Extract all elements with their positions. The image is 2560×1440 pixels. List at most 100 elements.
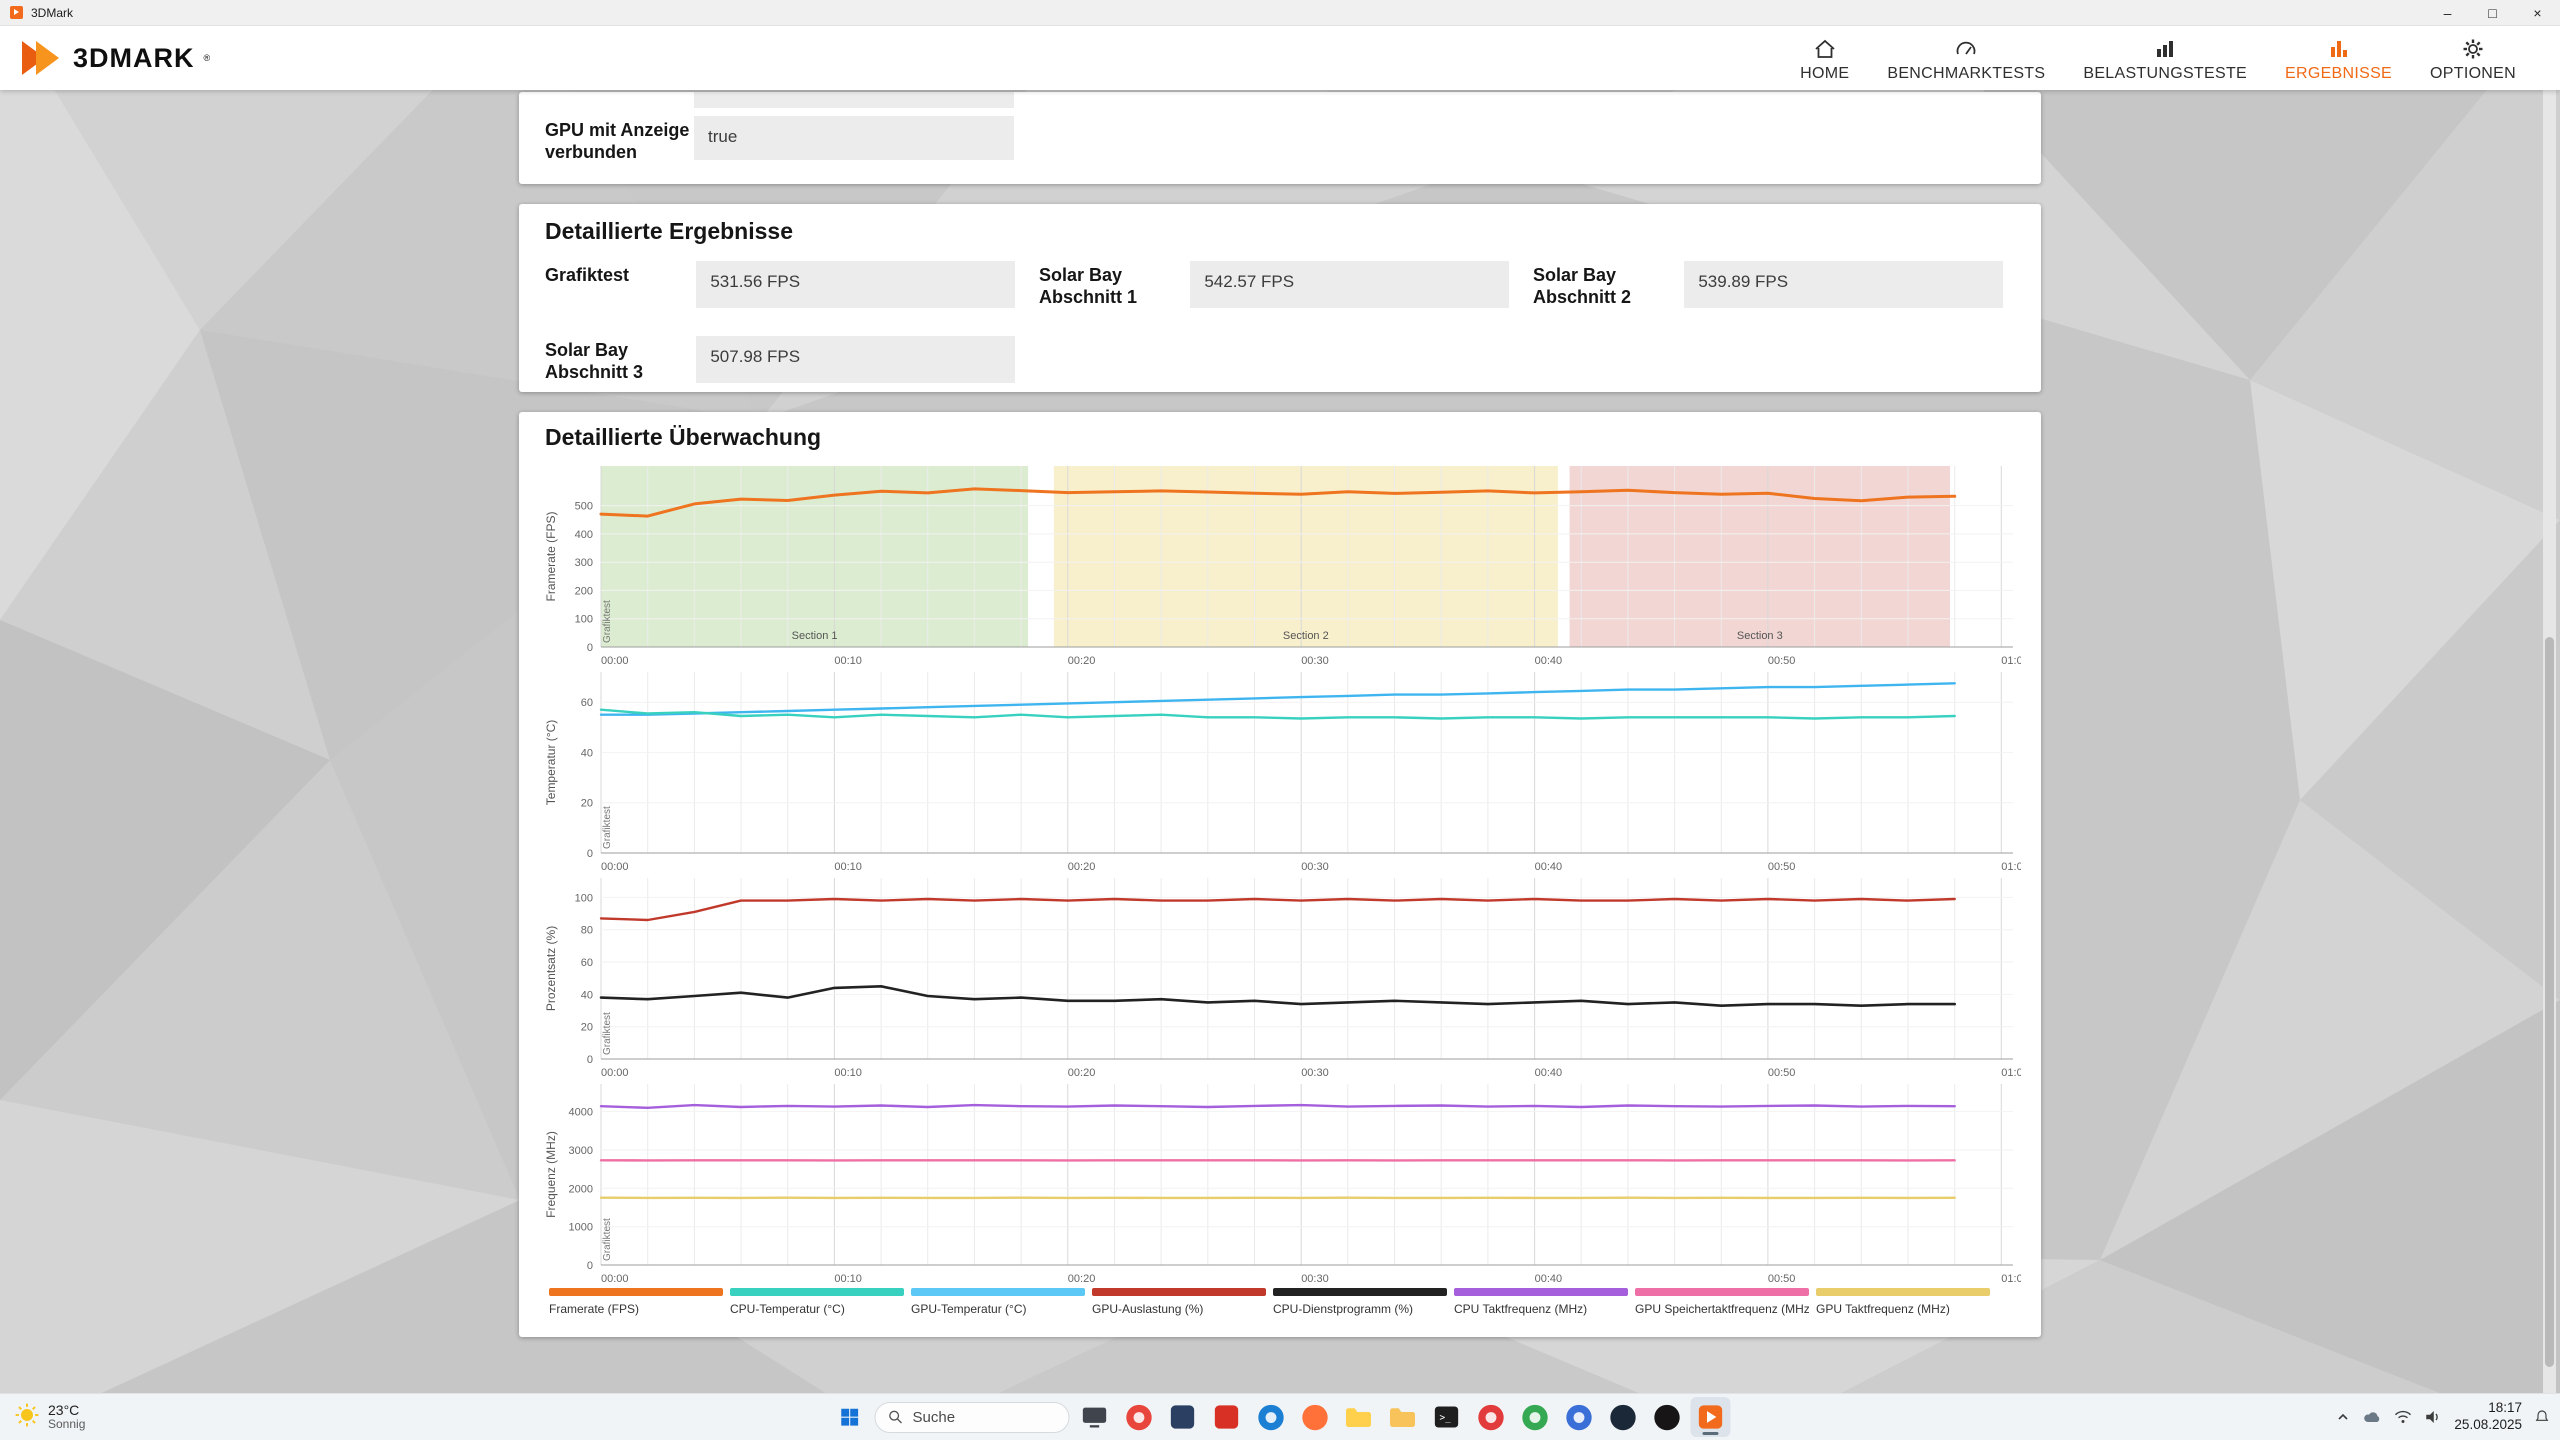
- maximize-button[interactable]: □: [2488, 4, 2497, 21]
- volume-icon[interactable]: [2424, 1409, 2442, 1425]
- taskbar-app-3dmark-icon[interactable]: [1690, 1397, 1731, 1437]
- legend-item: GPU-Auslastung (%): [1092, 1288, 1266, 1316]
- nav-benchmarktests[interactable]: BENCHMARKTESTS: [1887, 34, 2045, 83]
- legend-item: Framerate (FPS): [549, 1288, 723, 1316]
- field-label: Solar Bay Abschnitt 2: [1533, 265, 1632, 307]
- taskbar-app-explorer-icon[interactable]: [1339, 1397, 1379, 1437]
- taskbar-app-acrobat-icon[interactable]: [1207, 1397, 1247, 1437]
- svg-text:1000: 1000: [569, 1222, 593, 1234]
- notification-bell-icon[interactable]: [2534, 1409, 2550, 1425]
- scrollbar-thumb[interactable]: [2545, 637, 2554, 1367]
- svg-text:300: 300: [575, 557, 593, 569]
- results-bars-icon: [2327, 36, 2351, 62]
- svg-text:00:00: 00:00: [601, 655, 629, 667]
- svg-text:Grafiktest: Grafiktest: [602, 806, 613, 849]
- svg-text:00:50: 00:50: [1768, 1067, 1796, 1079]
- taskbar-app-browser-blue-icon[interactable]: [1559, 1397, 1599, 1437]
- taskbar-app-firefox-icon[interactable]: [1295, 1397, 1335, 1437]
- gear-icon: [2461, 36, 2485, 62]
- svg-text:Grafiktest: Grafiktest: [602, 1218, 613, 1261]
- weather-widget[interactable]: 23°C Sonnig: [14, 1402, 85, 1433]
- svg-text:2000: 2000: [569, 1183, 593, 1195]
- home-icon: [1813, 36, 1837, 62]
- nav-optionen[interactable]: OPTIONEN: [2430, 34, 2516, 83]
- svg-text:00:50: 00:50: [1768, 1273, 1796, 1285]
- wifi-icon[interactable]: [2394, 1410, 2412, 1424]
- field-value: 542.57 FPS: [1190, 261, 1509, 309]
- svg-text:40: 40: [581, 989, 593, 1001]
- app-icon: [10, 6, 23, 19]
- svg-text:01:00: 01:00: [2001, 1067, 2021, 1079]
- weather-condition: Sonnig: [48, 1417, 86, 1432]
- taskbar-center: Suche >_: [830, 1394, 1731, 1440]
- svg-text:01:00: 01:00: [2001, 861, 2021, 873]
- svg-text:00:40: 00:40: [1535, 655, 1563, 667]
- svg-text:3000: 3000: [569, 1145, 593, 1157]
- nav-home[interactable]: HOME: [1800, 34, 1849, 83]
- field-label: Grafiktest: [545, 265, 630, 285]
- svg-text:00:10: 00:10: [834, 1273, 862, 1285]
- taskbar-app-chrome-icon[interactable]: [1119, 1397, 1159, 1437]
- close-button[interactable]: ×: [2533, 4, 2542, 21]
- svg-text:Section 2: Section 2: [1283, 630, 1329, 642]
- gauge-icon: [1954, 36, 1978, 62]
- svg-text:00:30: 00:30: [1301, 655, 1329, 667]
- svg-text:400: 400: [575, 529, 593, 541]
- field-label: Solar Bay Abschnitt 3: [545, 340, 644, 382]
- svg-text:80: 80: [581, 925, 593, 937]
- svg-text:60: 60: [581, 697, 593, 709]
- 3dmark-logo[interactable]: 3DMARK ®: [18, 38, 210, 78]
- card-title: Detaillierte Ergebnisse: [545, 218, 793, 244]
- svg-text:00:30: 00:30: [1301, 1067, 1329, 1079]
- results-grid: Grafiktest 531.56 FPS Solar Bay Abschnit…: [545, 261, 2015, 384]
- start-button[interactable]: [830, 1397, 870, 1437]
- legend-item: GPU Speichertaktfrequenz (MHz): [1635, 1288, 1809, 1316]
- nav-label: BELASTUNGSTESTE: [2083, 64, 2247, 82]
- taskbar-app-terminal-icon[interactable]: >_: [1427, 1397, 1467, 1437]
- svg-text:00:40: 00:40: [1535, 861, 1563, 873]
- svg-text:0: 0: [587, 1054, 593, 1066]
- legend-label: GPU Taktfrequenz (MHz): [1816, 1302, 1950, 1316]
- svg-text:Section 1: Section 1: [792, 630, 838, 642]
- field-label: Solar Bay Abschnitt 1: [1039, 265, 1138, 307]
- svg-text:0: 0: [587, 1260, 593, 1272]
- search-input[interactable]: Suche: [874, 1401, 1070, 1433]
- weather-temperature: 23°C: [48, 1402, 80, 1419]
- svg-text:00:40: 00:40: [1535, 1067, 1563, 1079]
- svg-text:Grafiktest: Grafiktest: [602, 1012, 613, 1055]
- chevron-up-icon[interactable]: [2336, 1410, 2350, 1424]
- svg-text:40: 40: [581, 747, 593, 759]
- taskbar-app-cpu-z-icon[interactable]: [1163, 1397, 1203, 1437]
- scrollbar-track[interactable]: [2543, 90, 2556, 1393]
- temperature-chart: 0 20 40 60 00:00 00:10 00:20 00:30 00:40 00:50 01:…: [541, 669, 2029, 877]
- minimize-button[interactable]: –: [2443, 4, 2452, 21]
- taskbar-app-opera-icon[interactable]: [1471, 1397, 1511, 1437]
- svg-text:Framerate (FPS): Framerate (FPS): [544, 511, 558, 601]
- taskbar-app-task-view-icon[interactable]: [1075, 1397, 1115, 1437]
- clock-date: 25.08.2025: [2454, 1417, 2522, 1432]
- legend-color-bar: [1816, 1288, 1990, 1296]
- taskbar-app-steam-icon[interactable]: [1603, 1397, 1643, 1437]
- legend-color-bar: [1635, 1288, 1809, 1296]
- logo-registered-mark: ®: [203, 53, 211, 63]
- svg-text:01:00: 01:00: [2001, 1273, 2021, 1285]
- taskbar-app-play-store-icon[interactable]: [1515, 1397, 1555, 1437]
- legend-item: CPU Taktfrequenz (MHz): [1454, 1288, 1628, 1316]
- svg-text:00:20: 00:20: [1068, 1273, 1096, 1285]
- taskbar-app-folder-icon[interactable]: [1383, 1397, 1423, 1437]
- nav-label: OPTIONEN: [2430, 64, 2516, 82]
- svg-text:20: 20: [581, 1022, 593, 1034]
- taskbar-clock[interactable]: 18:17 25.08.2025: [2454, 1400, 2522, 1434]
- svg-text:00:00: 00:00: [601, 1273, 629, 1285]
- taskbar-app-github-icon[interactable]: [1647, 1397, 1687, 1437]
- onedrive-cloud-icon[interactable]: [2362, 1410, 2382, 1424]
- main-nav: HOME BENCHMARKTESTS BELASTUNGSTESTE ERGE…: [1800, 34, 2516, 83]
- legend-item: GPU-Temperatur (°C): [911, 1288, 1085, 1316]
- taskbar-app-edge-icon[interactable]: [1251, 1397, 1291, 1437]
- taskbar: 23°C Sonnig Suche >_: [0, 1393, 2560, 1440]
- nav-ergebnisse[interactable]: ERGEBNISSE: [2285, 34, 2392, 83]
- nav-belastungsteste[interactable]: BELASTUNGSTESTE: [2083, 34, 2247, 83]
- legend-label: CPU-Dienstprogramm (%): [1273, 1302, 1414, 1316]
- legend-color-bar: [1092, 1288, 1266, 1296]
- field-value: 531.56 FPS: [696, 261, 1015, 309]
